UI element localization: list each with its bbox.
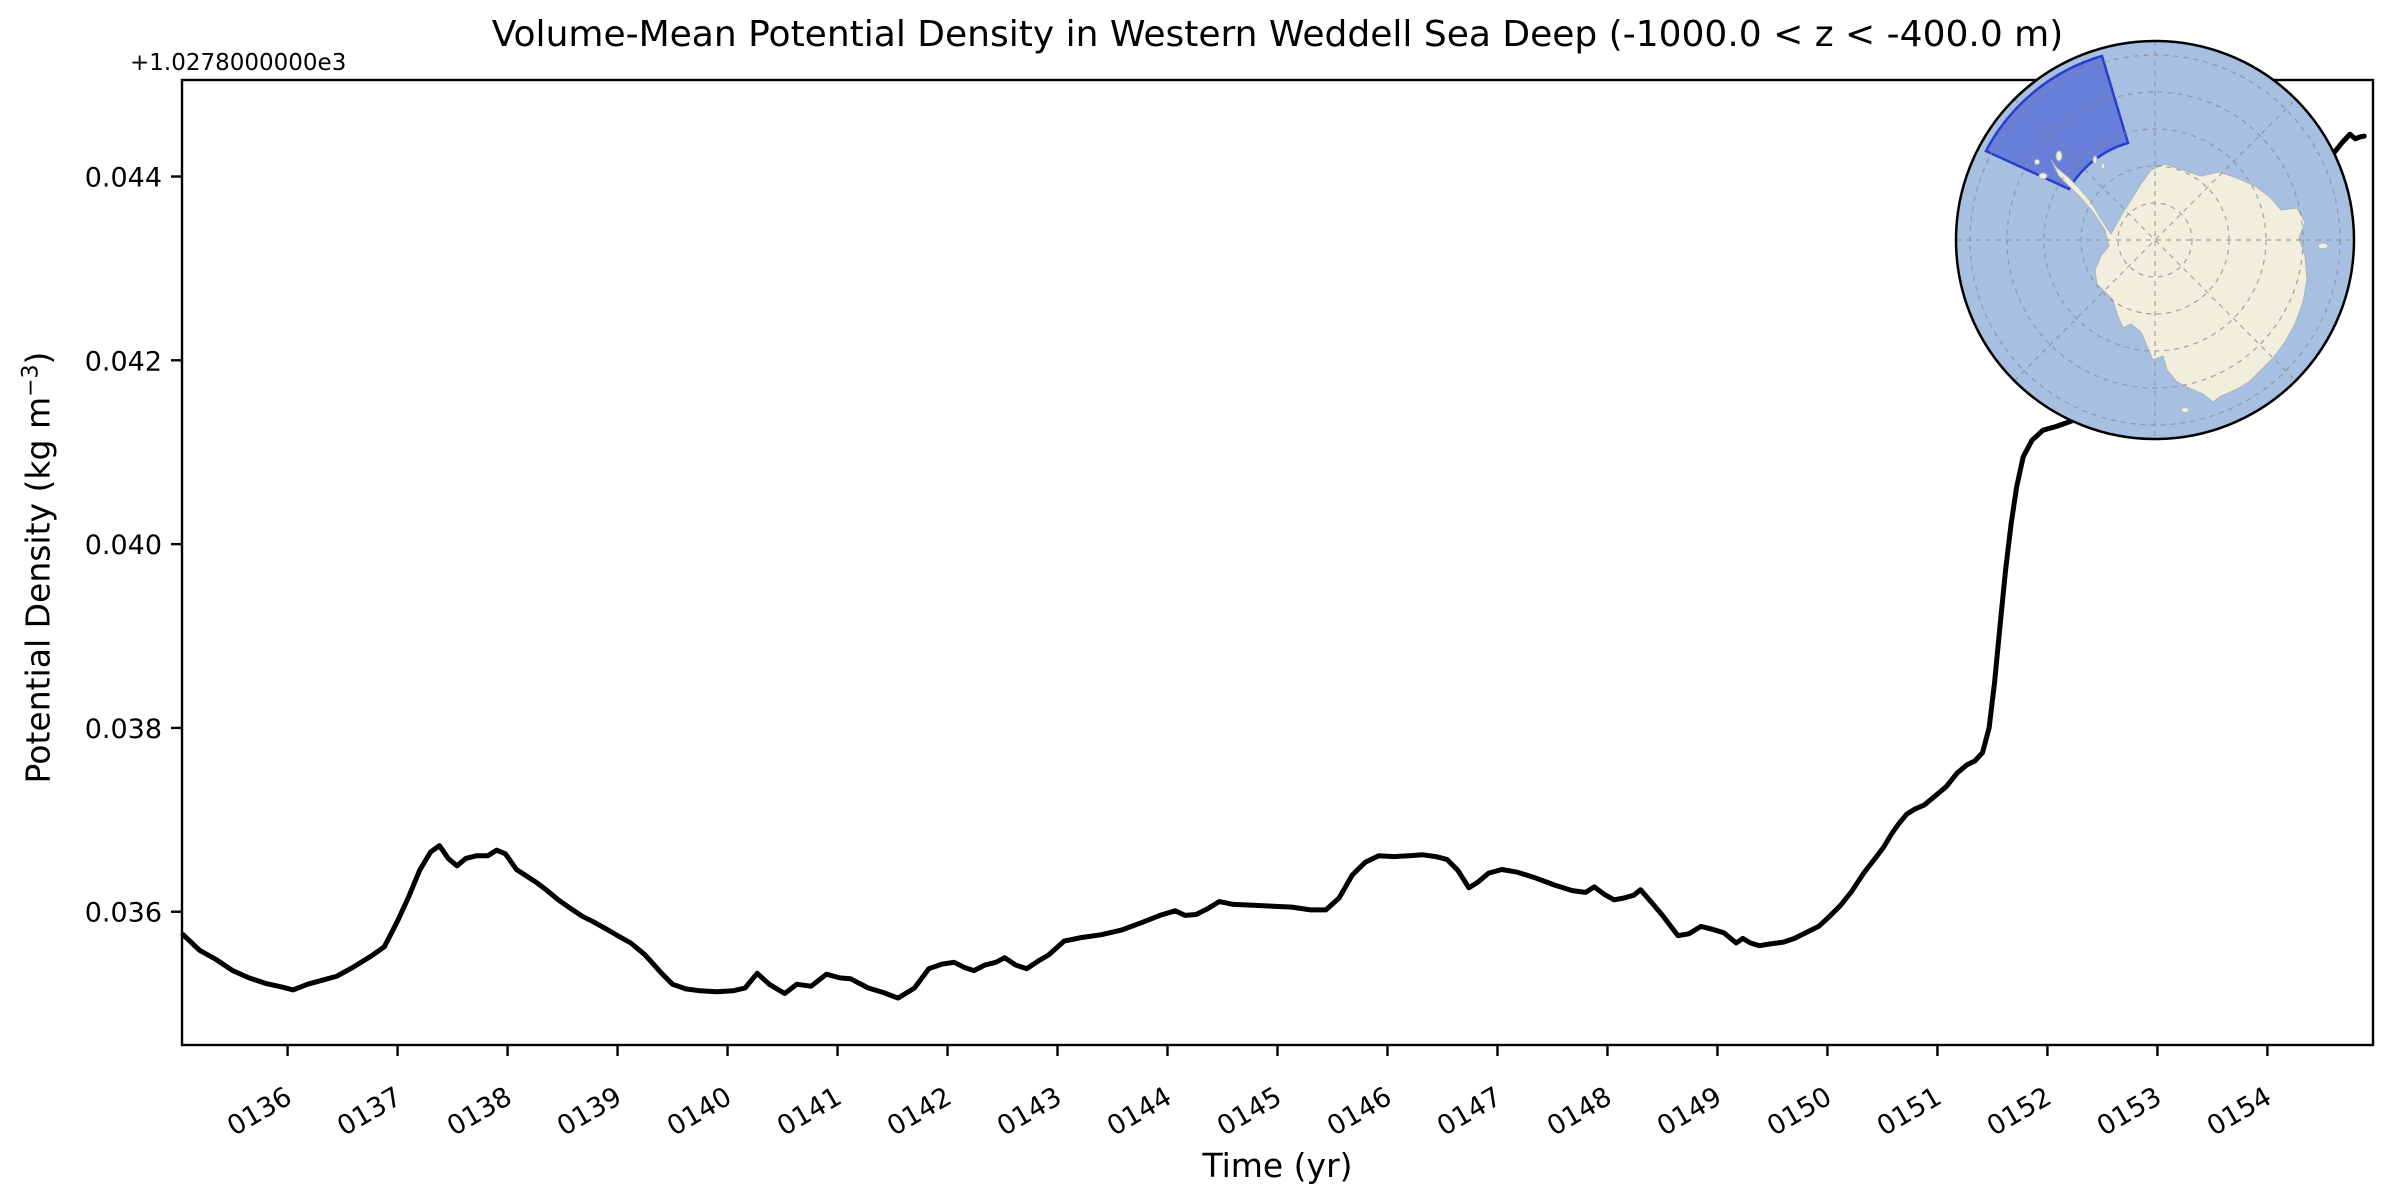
x-tick-label: 0154: [2202, 1081, 2277, 1142]
x-tick-label: 0144: [1102, 1081, 1177, 1142]
x-tick-label: 0147: [1432, 1081, 1507, 1142]
chart-title: Volume-Mean Potential Density in Western…: [491, 14, 2064, 55]
y-tick-label: 0.042: [85, 346, 162, 377]
antarctica-inset-map: [1954, 39, 2356, 441]
x-tick-label: 0149: [1652, 1081, 1727, 1142]
antarctica-landmass: [2034, 150, 2329, 413]
x-tick-label: 0150: [1762, 1081, 1837, 1142]
y-tick-label: 0.038: [85, 714, 162, 745]
x-axis-ticks: 0136 0137 0138 0139 0140 0141 0142 0143 0144 0145…: [222, 1045, 2277, 1142]
x-tick-label: 0151: [1872, 1081, 1947, 1142]
weddell-sea-region-highlight: [1984, 54, 2130, 191]
map-outline: [1954, 39, 2356, 441]
x-axis-label: Time (yr): [1202, 1146, 1353, 1185]
x-tick-label: 0146: [1322, 1081, 1397, 1142]
x-tick-label: 0141: [772, 1081, 847, 1142]
x-tick-label: 0139: [552, 1081, 627, 1142]
y-tick-label: 0.044: [85, 163, 162, 194]
x-tick-label: 0142: [882, 1081, 957, 1142]
y-tick-label: 0.036: [85, 898, 162, 929]
x-tick-label: 0152: [1982, 1081, 2057, 1142]
x-tick-label: 0143: [992, 1081, 1067, 1142]
y-axis-offset-text: +1.0278000000e3: [130, 50, 347, 76]
x-tick-label: 0140: [662, 1081, 737, 1142]
x-tick-label: 0137: [332, 1081, 407, 1142]
map-graticule: [1956, 41, 2354, 439]
y-tick-label: 0.040: [85, 530, 162, 561]
x-tick-label: 0136: [222, 1081, 297, 1142]
x-tick-label: 0153: [2092, 1081, 2167, 1142]
x-tick-label: 0145: [1212, 1081, 1287, 1142]
x-tick-label: 0148: [1542, 1081, 1617, 1142]
y-axis-ticks: 0.036 0.038 0.040 0.042 0.044: [85, 163, 182, 929]
x-tick-label: 0138: [442, 1081, 517, 1142]
data-line: [180, 131, 2367, 1001]
